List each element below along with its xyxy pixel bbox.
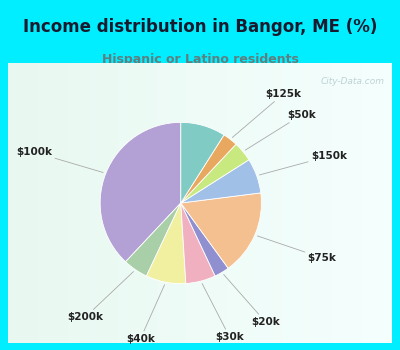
Wedge shape <box>100 122 181 262</box>
Text: $20k: $20k <box>224 274 280 327</box>
Text: $40k: $40k <box>126 285 164 344</box>
Wedge shape <box>181 203 215 284</box>
Text: $200k: $200k <box>67 272 134 322</box>
Text: $30k: $30k <box>202 284 244 342</box>
Text: $50k: $50k <box>245 110 316 150</box>
Wedge shape <box>181 203 228 276</box>
Wedge shape <box>181 160 261 203</box>
Wedge shape <box>181 122 224 203</box>
Wedge shape <box>146 203 186 284</box>
Text: $125k: $125k <box>232 89 302 138</box>
Text: Hispanic or Latino residents: Hispanic or Latino residents <box>102 52 298 65</box>
Wedge shape <box>181 135 236 203</box>
Wedge shape <box>181 144 249 203</box>
Text: $150k: $150k <box>259 151 347 175</box>
Wedge shape <box>126 203 181 276</box>
Text: City-Data.com: City-Data.com <box>320 77 384 86</box>
Text: $75k: $75k <box>258 236 336 263</box>
Text: $100k: $100k <box>16 147 103 173</box>
Wedge shape <box>181 193 262 268</box>
Text: Income distribution in Bangor, ME (%): Income distribution in Bangor, ME (%) <box>23 18 377 35</box>
